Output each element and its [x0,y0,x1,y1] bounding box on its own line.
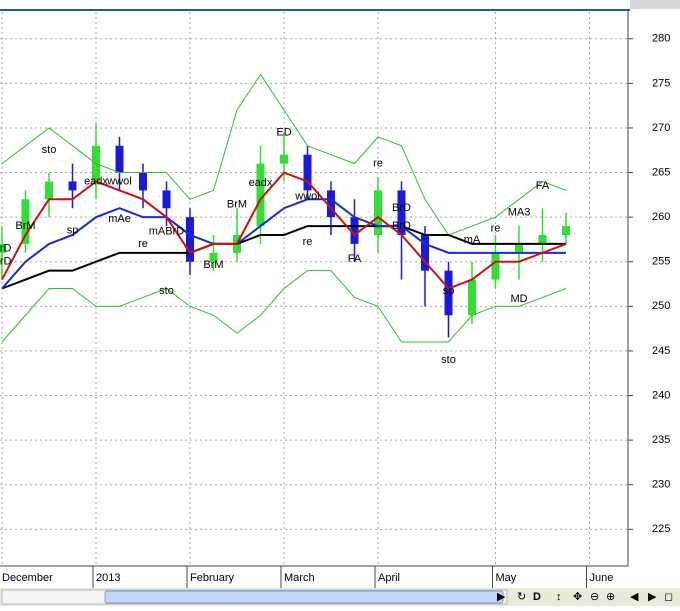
x-tick-label: May [496,572,517,584]
annotation: eadx [84,175,108,187]
annotation: mABrD [149,225,185,237]
candle-body [350,217,359,244]
annotation: BrD [392,220,411,232]
y-tick-label: 245 [652,345,670,357]
y-tick-label: 255 [652,256,670,268]
icon-zoom-in[interactable]: ⊕ [606,591,615,603]
candle-body [303,154,312,191]
x-tick-label: December [2,572,53,584]
annotation: re [303,236,313,248]
annotation: BrM [15,220,35,232]
y-tick-label: 270 [652,122,670,134]
candle-body [397,190,406,235]
candle-body [491,252,500,280]
series-line [1,171,567,290]
annotation: BrD [392,202,411,214]
annotation: re [491,223,501,235]
candle-body [115,145,124,173]
series-line [1,225,566,290]
y-tick-label: 225 [652,523,670,535]
annotation: BrD [0,256,12,268]
candle-body [538,234,547,244]
y-tick-label: 260 [652,211,670,223]
plot: BrDBrDBrMstospeadxwwolmAemABrDrestoBrMBr… [0,73,570,366]
candle-body [209,252,218,262]
annotation: sp [443,285,455,297]
candle-body [256,163,265,227]
icon-updown[interactable]: ↕ [556,591,562,603]
candle-body [21,199,30,244]
icon-zoom-out[interactable]: ⊖ [590,591,599,603]
series-line [1,198,566,290]
candle-body [0,243,6,253]
annotation: sto [441,354,456,366]
annotation: MA3 [508,207,531,219]
y-tick-label: 230 [652,479,670,491]
scroll-arrow[interactable]: ▶ [497,591,506,603]
y-tick-label: 275 [652,77,670,89]
toolbar-label[interactable]: D [533,591,541,603]
candle-body [421,234,429,271]
candle-body [280,154,288,164]
icon-right[interactable]: ▶ [648,591,657,603]
annotation: FA [536,180,550,192]
annotation: sto [159,285,174,297]
x-tick-label: 2013 [96,572,120,584]
y-tick-label: 280 [652,33,670,45]
y-tick-label: 240 [652,389,670,401]
candle-body [374,190,382,235]
y-tick-label: 265 [652,166,670,178]
candle-body [444,270,453,316]
annotation: ED [276,126,291,138]
annotation: sto [42,144,57,156]
annotation: wwol [106,175,131,187]
scrollbar-thumb[interactable] [104,590,504,604]
top-strip [0,0,630,11]
icon-left[interactable]: ◀ [630,591,639,603]
annotation: re [373,158,383,170]
annotation: MD [510,293,527,305]
x-tick-label: April [378,572,400,584]
candle-body [186,217,194,262]
x-tick-label: March [284,572,315,584]
annotation: eadx [249,177,273,189]
y-tick-label: 235 [652,434,670,446]
series-line [1,270,567,343]
icon-move[interactable]: ✥ [573,591,582,603]
annotation: re [138,238,148,250]
annotation: BrM [203,259,223,271]
candle-body [139,172,147,191]
y-tick-label: 250 [652,300,670,312]
series-line [1,73,567,236]
x-tick-label: June [590,572,614,584]
candle-body [468,279,476,316]
x-tick-label: February [190,572,235,584]
candle-body [515,243,523,253]
candle-body [162,190,171,209]
annotation: mAe [108,213,131,225]
candle-body [45,181,53,200]
annotation: BrD [0,242,12,254]
candle-body [68,181,77,191]
icon-refresh[interactable]: ↻ [517,591,526,603]
icon-window[interactable]: ◻ [664,591,673,603]
annotation: FA [348,253,362,265]
annotation: sp [67,224,79,236]
window-buttons[interactable] [630,0,680,9]
candle-body [562,226,570,235]
annotation: mA [464,234,481,246]
annotation: BrM [227,199,247,211]
annotation: wwol [294,191,319,203]
candle-body [327,190,335,218]
